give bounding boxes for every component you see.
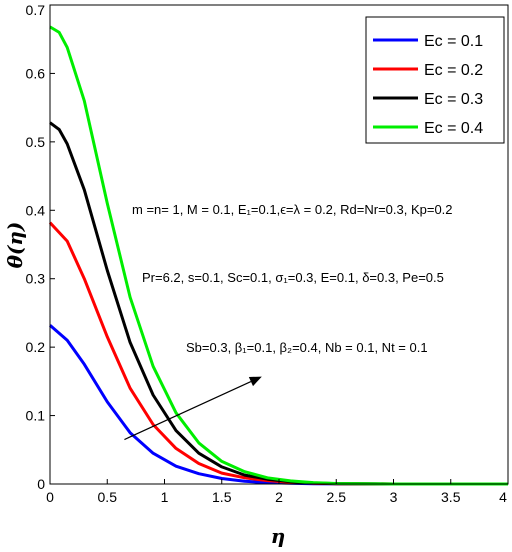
annotation-parameters-2: Pr=6.2, s=0.1, Sc=0.1, σ₁=0.3, E=0.1, δ=… — [142, 270, 444, 285]
x-tick-label: 1.5 — [212, 489, 232, 505]
y-tick-label: 0.7 — [26, 2, 46, 18]
x-tick-label: 0 — [46, 489, 54, 505]
arrow-head — [248, 376, 262, 387]
legend-label-1: Ec = 0.1 — [424, 33, 483, 50]
y-tick-label: 0.1 — [26, 408, 46, 424]
x-tick-label: 4 — [499, 489, 507, 505]
x-tick-label: 0.5 — [98, 489, 118, 505]
plot-frame — [49, 4, 509, 485]
y-axis-label: θ(η) — [3, 222, 27, 269]
legend-box — [365, 16, 505, 144]
x-tick-label: 2 — [275, 489, 283, 505]
annotation-parameters-1: m =n= 1, M = 0.1, E₁=0.1,ϵ=λ = 0.2, Rd=N… — [132, 202, 453, 217]
x-axis-label: η — [271, 524, 286, 548]
y-tick-label: 0 — [37, 476, 45, 492]
y-tick-label: 0.4 — [26, 202, 46, 218]
trend-arrow — [124, 376, 262, 441]
y-tick-label: 0.5 — [26, 134, 46, 150]
y-tick-label: 0.2 — [26, 339, 46, 355]
ticks-layer: 0 0.5 1 1.5 2 2.5 3 3.5 4 0 0.1 0.2 0.3 0.4 0.5 0.6 0.7 — [26, 2, 509, 505]
x-tick-label: 3 — [390, 489, 398, 505]
x-tick-label: 2.5 — [327, 489, 347, 505]
legend-label-3: Ec = 0.3 — [424, 91, 483, 108]
x-tick-label: 1 — [161, 489, 169, 505]
annotation-parameters-3: Sb=0.3, β₁=0.1, β₂=0.4, Nb = 0.1, Nt = 0… — [186, 340, 428, 355]
y-tick-label: 0.3 — [26, 271, 46, 287]
legend-label-2: Ec = 0.2 — [424, 62, 483, 79]
x-tick-label: 3.5 — [441, 489, 461, 505]
legend: Ec = 0.1 Ec = 0.2 Ec = 0.3 Ec = 0.4 — [365, 16, 505, 144]
arrow-line — [124, 381, 252, 441]
y-tick-label: 0.6 — [26, 65, 46, 81]
legend-label-4: Ec = 0.4 — [424, 120, 483, 137]
